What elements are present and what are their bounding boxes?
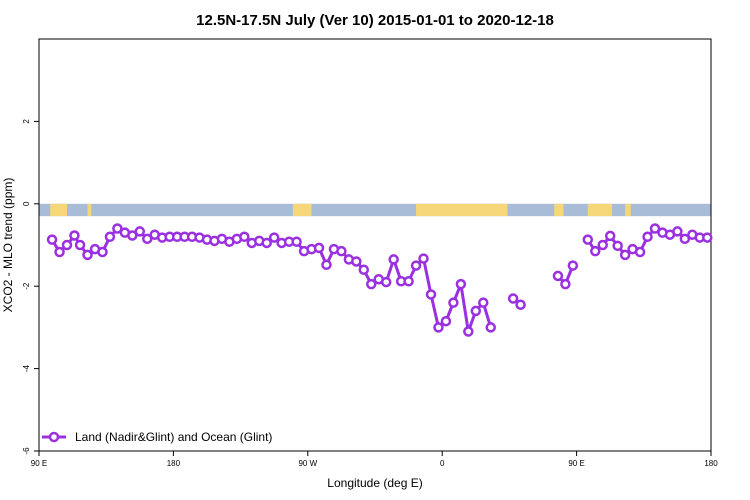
legend-label: Land (Nadir&Glint) and Ocean (Glint) [75, 430, 272, 444]
x-axis: 90 E 180 90 W 0 90 E 180 [31, 451, 718, 468]
data-point [112, 223, 123, 234]
data-point [440, 315, 452, 327]
data-point [97, 246, 108, 258]
legend: Land (Nadir&Glint) and Ocean (Glint) [42, 430, 272, 444]
data-point [560, 278, 571, 290]
land-patch [292, 203, 312, 217]
land-patch [87, 203, 92, 217]
data-point [612, 240, 623, 252]
data-point [515, 299, 526, 310]
land-patch [587, 203, 613, 217]
x-tick-label: 180 [167, 459, 181, 468]
data-point [433, 322, 444, 333]
y-tick-label: -6 [22, 447, 31, 455]
data-point [403, 276, 414, 287]
plot-frame [38, 38, 712, 452]
land-ocean-band [39, 203, 711, 217]
data-point [552, 270, 564, 282]
y-axis-label: XCO2 - MLO trend (ppm) [1, 178, 15, 313]
data-point [268, 232, 280, 243]
data-point [358, 264, 370, 275]
x-tick-label: 0 [440, 459, 445, 468]
data-point [54, 246, 65, 258]
data-point [380, 276, 392, 288]
data-point [142, 233, 153, 245]
data-point [127, 230, 138, 241]
data-point [69, 230, 80, 241]
land-patch [416, 203, 508, 217]
data-point [336, 245, 347, 257]
data-point [649, 223, 661, 234]
y-tick-label: 2 [22, 119, 31, 124]
data-point [619, 249, 631, 261]
data-point [507, 293, 519, 304]
data-point [597, 239, 608, 251]
data-point [82, 249, 93, 261]
data-point [448, 297, 459, 308]
legend-marker-swatch [48, 431, 60, 443]
land-patch [625, 203, 631, 217]
data-point [425, 289, 437, 300]
data-point [321, 259, 332, 271]
y-axis: -6 -4 -2 0 2 [22, 119, 39, 455]
data-point [672, 226, 683, 237]
data-point [702, 232, 713, 243]
data-point [239, 231, 250, 243]
chart-title: 12.5N-17.5N July (Ver 10) 2015-01-01 to … [196, 12, 554, 29]
data-point [485, 322, 496, 333]
data-point [74, 239, 86, 251]
y-tick-label: 0 [22, 201, 31, 206]
x-axis-label: Longitude (deg E) [327, 476, 422, 490]
data-point [291, 236, 302, 247]
data-point [455, 278, 467, 290]
data-point [61, 239, 73, 251]
data-point [470, 305, 482, 317]
x-tick-label: 90 E [31, 459, 47, 468]
x-tick-label: 90 W [298, 459, 317, 468]
data-point [104, 231, 116, 243]
data-point [261, 237, 272, 249]
data-point [313, 242, 325, 254]
data-point [590, 245, 601, 257]
data-point [582, 234, 594, 245]
data-point [642, 231, 653, 243]
data-point [410, 260, 422, 271]
data-point [679, 233, 691, 245]
ocean-band [39, 203, 711, 217]
land-patch [554, 203, 564, 217]
y-tick-label: -4 [22, 364, 31, 372]
x-tick-label: 180 [704, 459, 718, 468]
data-point [567, 260, 579, 271]
data-point [366, 278, 377, 290]
data-point [418, 253, 429, 264]
data-point [134, 226, 146, 237]
y-tick-label: -2 [22, 282, 31, 290]
data-point [604, 230, 616, 242]
data-point [463, 326, 474, 337]
data-point [634, 246, 646, 258]
data-point [46, 234, 58, 245]
series-layer [46, 223, 713, 337]
data-point [388, 254, 399, 265]
data-point [478, 297, 489, 308]
data-point [351, 256, 362, 267]
land-patch [50, 203, 67, 217]
x-tick-label: 90 E [568, 459, 584, 468]
